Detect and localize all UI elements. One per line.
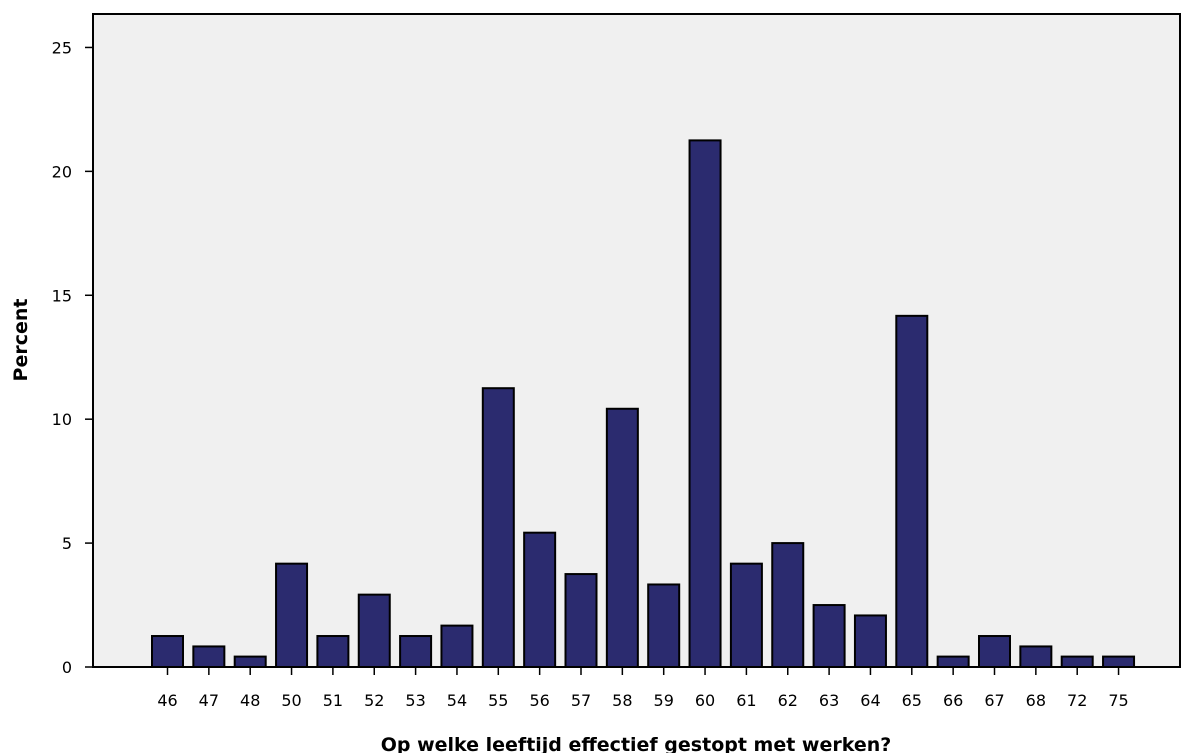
x-tick-label-63: 63 xyxy=(819,691,839,710)
bar-66 xyxy=(936,655,970,669)
y-tick-label-5: 5 xyxy=(62,534,72,553)
bar-50 xyxy=(275,562,309,668)
bar-65 xyxy=(895,314,929,668)
x-tick-label-46: 46 xyxy=(157,691,177,710)
y-tick-label-25: 25 xyxy=(52,38,72,57)
x-tick-label-56: 56 xyxy=(529,691,549,710)
bar-48 xyxy=(233,655,267,669)
x-tick-label-65: 65 xyxy=(902,691,922,710)
bar-58 xyxy=(605,407,639,668)
bar-57 xyxy=(564,573,598,669)
bar-67 xyxy=(978,635,1011,669)
bar-63 xyxy=(812,604,846,668)
x-tick-label-62: 62 xyxy=(778,691,798,710)
x-tick-label-53: 53 xyxy=(405,691,425,710)
x-tick-label-58: 58 xyxy=(612,691,632,710)
x-tick-label-48: 48 xyxy=(240,691,260,710)
x-tick-label-59: 59 xyxy=(654,691,674,710)
x-tick-label-68: 68 xyxy=(1026,691,1046,710)
x-tick-label-50: 50 xyxy=(281,691,301,710)
y-tick-label-0: 0 xyxy=(62,658,72,677)
x-tick-label-51: 51 xyxy=(323,691,343,710)
bar-68 xyxy=(1019,645,1053,668)
bar-72 xyxy=(1060,655,1094,669)
bar-55 xyxy=(481,387,515,668)
bar-54 xyxy=(440,624,474,668)
bar-62 xyxy=(771,542,805,669)
x-tick-label-57: 57 xyxy=(571,691,591,710)
bar-60 xyxy=(688,139,722,668)
x-tick-label-64: 64 xyxy=(860,691,880,710)
bar-51 xyxy=(316,635,350,669)
y-axis-title: Percent xyxy=(10,299,32,382)
x-tick-label-60: 60 xyxy=(695,691,715,710)
bar-52 xyxy=(357,593,391,669)
y-tick-label-15: 15 xyxy=(52,286,72,305)
x-tick-label-52: 52 xyxy=(364,691,384,710)
bar-56 xyxy=(523,531,557,668)
bar-53 xyxy=(399,635,433,669)
x-tick-label-55: 55 xyxy=(488,691,508,710)
y-tick-label-20: 20 xyxy=(52,162,72,181)
bar-59 xyxy=(647,583,681,668)
x-tick-label-75: 75 xyxy=(1108,691,1128,710)
bar-46 xyxy=(151,635,184,669)
x-tick-label-67: 67 xyxy=(984,691,1004,710)
bar-61 xyxy=(729,562,763,668)
x-axis-title: Op welke leeftijd effectief gestopt met … xyxy=(381,734,892,753)
bar-47 xyxy=(192,645,226,668)
x-tick-label-72: 72 xyxy=(1067,691,1087,710)
y-axis: 0 5 10 15 20 25 xyxy=(52,38,93,677)
x-tick-label-66: 66 xyxy=(943,691,963,710)
bar-75 xyxy=(1102,655,1136,669)
bar-64 xyxy=(853,614,887,669)
bars xyxy=(93,139,1180,669)
y-tick-label-10: 10 xyxy=(52,410,72,429)
x-tick-label-54: 54 xyxy=(447,691,467,710)
x-tick-label-47: 47 xyxy=(199,691,219,710)
x-axis: 46 47 48 50 51 52 53 54 55 56 57 58 59 60 61 62 63 64 65 66… xyxy=(157,667,1129,710)
x-tick-label-61: 61 xyxy=(736,691,756,710)
